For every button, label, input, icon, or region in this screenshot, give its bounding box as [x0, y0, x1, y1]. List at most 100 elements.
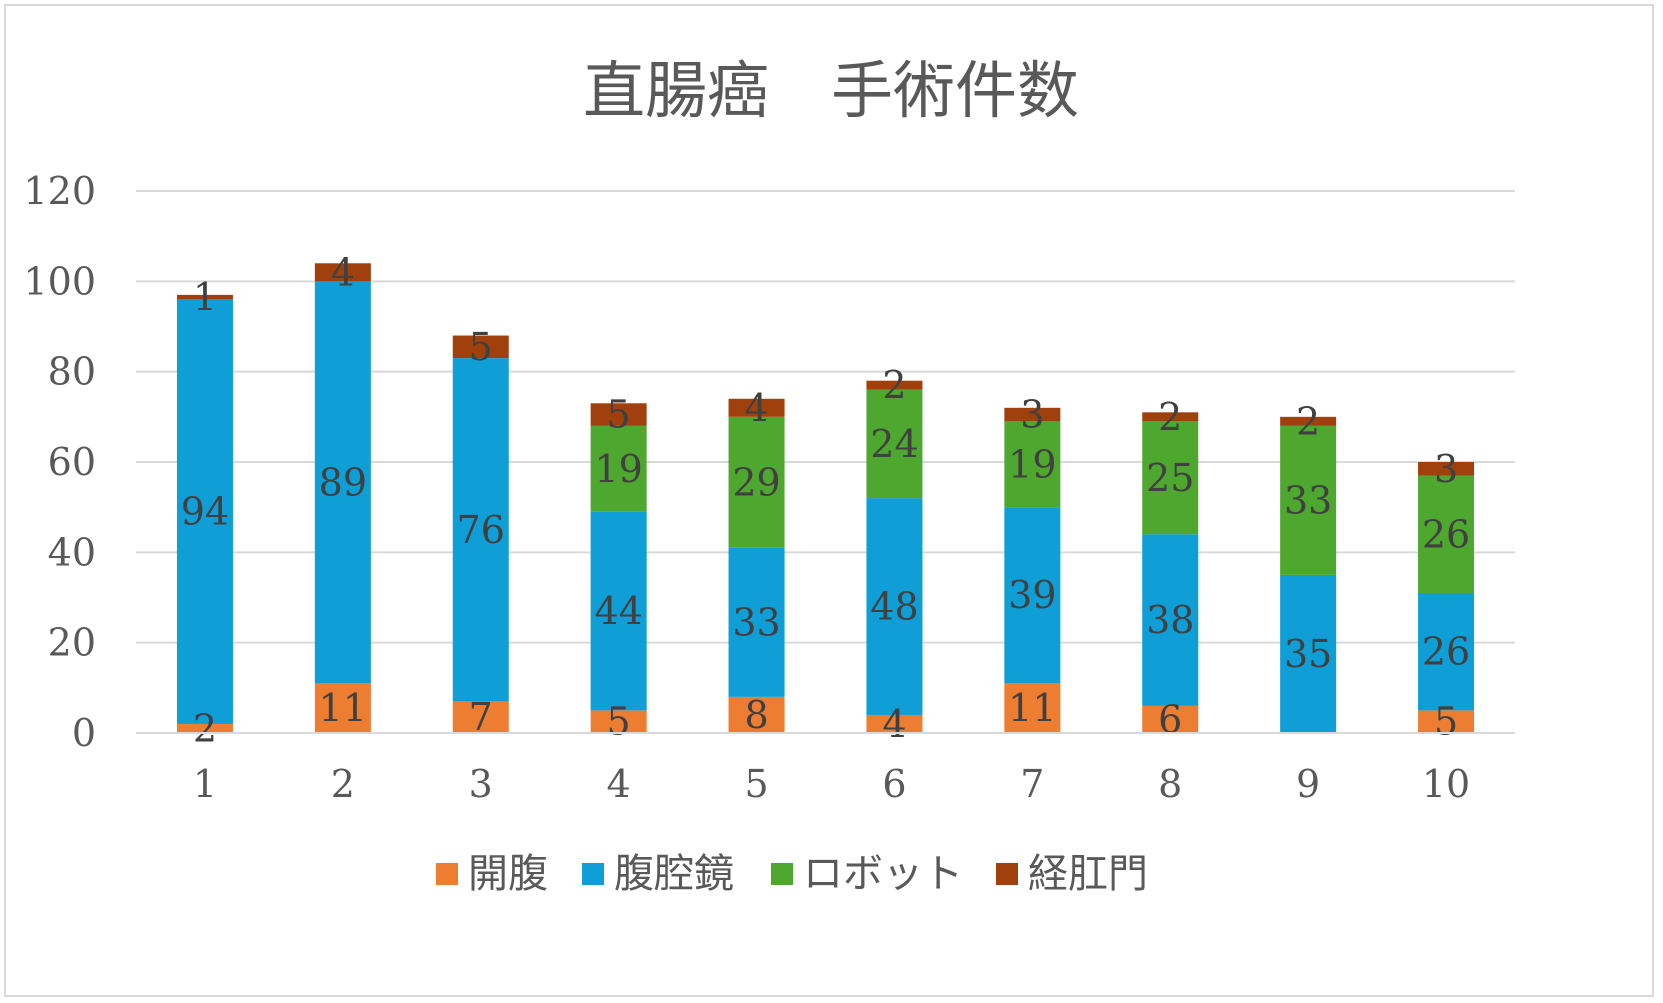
data-label: 19 — [594, 447, 642, 491]
data-label: 19 — [1008, 442, 1056, 486]
chart-frame — [4, 4, 1654, 997]
legend: 開腹 腹腔鏡 ロボット 経肛門 — [436, 851, 1148, 897]
y-tick-label: 120 — [23, 169, 96, 213]
x-tick-label: 6 — [882, 762, 906, 806]
data-labels: 2941118947765544195833294448242113919363… — [181, 250, 1470, 750]
bar-segment — [1004, 421, 1061, 508]
data-label: 26 — [1422, 630, 1470, 674]
bar-segment — [452, 701, 509, 733]
data-label: 5 — [469, 325, 493, 369]
x-tick-label: 9 — [1296, 762, 1320, 806]
x-tick-label: 7 — [1020, 762, 1044, 806]
data-label: 5 — [607, 700, 631, 744]
legend-swatch — [582, 863, 604, 885]
data-label: 39 — [1008, 573, 1056, 617]
y-tick-label: 80 — [48, 350, 96, 394]
data-label: 2 — [882, 363, 906, 407]
data-label: 11 — [1008, 686, 1056, 730]
legend-label: ロボット — [803, 851, 963, 897]
bar-segment — [1142, 412, 1199, 422]
bar-segment — [728, 398, 785, 417]
legend-swatch — [771, 863, 793, 885]
y-tick-label: 60 — [48, 440, 96, 484]
data-label: 4 — [882, 702, 906, 746]
y-axis: 0 20 40 60 80 100 120 — [23, 169, 96, 755]
bar-segment — [866, 714, 923, 733]
bar-segment — [1142, 421, 1199, 535]
data-label: 3 — [1020, 393, 1044, 437]
x-tick-label: 2 — [331, 762, 355, 806]
bar-segment — [1004, 407, 1061, 422]
x-tick-label: 8 — [1158, 762, 1182, 806]
data-label: 2 — [1296, 399, 1320, 443]
bar-segment — [314, 281, 371, 684]
bar-segment — [1418, 592, 1475, 711]
bar-segment — [1418, 710, 1475, 733]
legend-label: 腹腔鏡 — [614, 851, 734, 897]
bar-segment — [176, 299, 233, 724]
data-label: 8 — [744, 693, 768, 737]
data-label: 1 — [193, 275, 217, 319]
legend-swatch — [996, 863, 1018, 885]
y-tick-label: 0 — [72, 711, 96, 755]
bar-segment — [314, 263, 371, 282]
data-label: 94 — [181, 490, 229, 534]
bar-segment — [1142, 534, 1199, 706]
bar-segment — [1418, 462, 1475, 476]
bar-segment — [1280, 425, 1337, 575]
data-label: 35 — [1284, 632, 1332, 676]
x-tick-label: 10 — [1422, 762, 1470, 806]
x-tick-label: 3 — [469, 762, 493, 806]
bar-segment — [176, 294, 233, 300]
bar-segment — [590, 710, 647, 733]
data-label: 3 — [1434, 447, 1458, 491]
data-label: 4 — [744, 386, 768, 430]
data-label: 33 — [1284, 478, 1332, 522]
data-label: 26 — [1422, 512, 1470, 556]
data-label: 48 — [870, 585, 918, 629]
data-label: 44 — [594, 589, 642, 633]
data-label: 2 — [1158, 395, 1182, 439]
data-label: 38 — [1146, 598, 1194, 642]
bar-segment — [728, 416, 785, 548]
y-tick-label: 20 — [48, 621, 96, 665]
data-label: 76 — [457, 508, 505, 552]
bar-segment — [728, 547, 785, 697]
bar-segment — [1280, 416, 1337, 426]
bar-segment — [1004, 507, 1061, 684]
chart-title: 直腸癌 手術件数 — [583, 54, 1079, 127]
y-tick-label: 100 — [23, 259, 96, 303]
bar-segment — [452, 358, 509, 702]
y-tick-label: 40 — [48, 530, 96, 574]
legend-swatch — [436, 863, 458, 885]
legend-label: 経肛門 — [1028, 851, 1148, 897]
x-tick-label: 1 — [193, 762, 217, 806]
bar-segment — [590, 511, 647, 711]
bar-segment — [866, 498, 923, 715]
data-label: 33 — [732, 600, 780, 644]
data-label: 24 — [870, 422, 918, 466]
data-label: 25 — [1146, 456, 1194, 500]
bars — [176, 263, 1475, 733]
bar-segment — [728, 696, 785, 733]
legend-label: 開腹 — [468, 851, 548, 897]
bar-segment — [314, 683, 371, 733]
bar-segment — [1280, 574, 1337, 733]
bar-segment — [452, 335, 509, 359]
bar-segment — [1004, 683, 1061, 733]
data-label: 11 — [319, 686, 367, 730]
bar-segment — [590, 425, 647, 512]
data-label: 2 — [193, 706, 217, 750]
x-axis: 1 2 3 4 5 6 7 8 9 10 — [136, 732, 1515, 806]
data-label: 89 — [319, 460, 367, 504]
data-label: 5 — [1434, 700, 1458, 744]
data-label: 5 — [607, 393, 631, 437]
data-label: 7 — [469, 695, 493, 739]
data-label: 29 — [732, 460, 780, 504]
x-tick-label: 4 — [607, 762, 631, 806]
x-tick-label: 5 — [744, 762, 768, 806]
data-label: 6 — [1158, 697, 1182, 741]
data-label: 4 — [331, 250, 355, 294]
bar-segment — [866, 389, 923, 499]
